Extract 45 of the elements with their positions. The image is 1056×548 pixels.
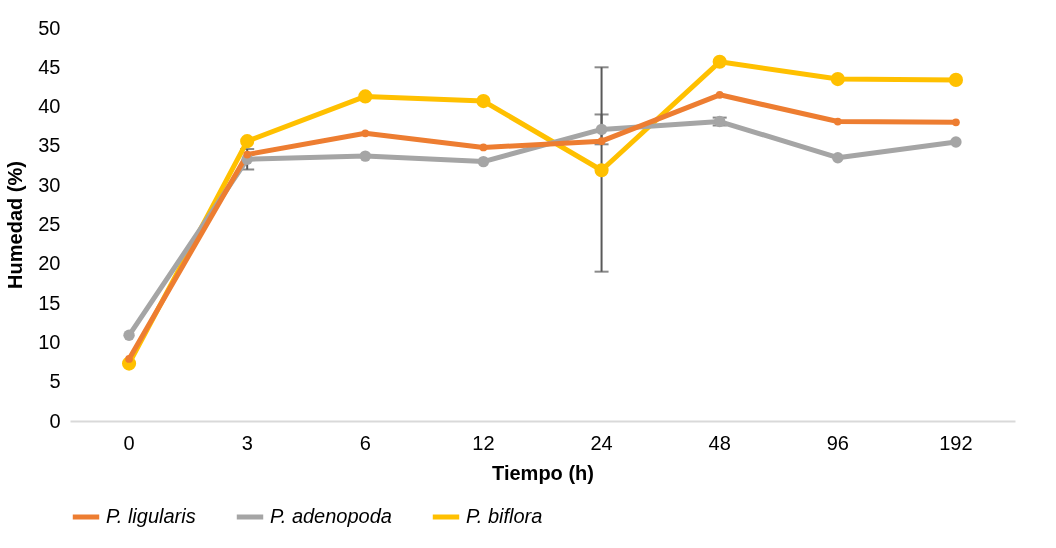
point: [359, 150, 372, 162]
point: [832, 152, 844, 164]
y-tick-label: 50: [38, 16, 61, 39]
point: [950, 136, 962, 148]
y-tick-label: 45: [38, 55, 61, 78]
y-tick-label: 0: [49, 409, 61, 432]
point: [948, 72, 964, 87]
legend-label: P. biflora: [466, 505, 543, 527]
legend-label: P. ligularis: [106, 505, 196, 527]
point: [476, 94, 491, 109]
point: [597, 137, 606, 146]
x-tick-label: 96: [826, 431, 849, 454]
y-tick-label: 10: [38, 330, 61, 353]
x-tick-label: 48: [708, 431, 731, 454]
point: [358, 89, 373, 104]
x-tick-label: 3: [241, 431, 253, 454]
x-tick-label: 192: [939, 431, 973, 454]
point: [477, 155, 490, 168]
x-tick-label: 0: [123, 431, 135, 454]
y-tick-label: 5: [49, 370, 61, 393]
point: [712, 54, 727, 69]
y-tick-label: 25: [38, 213, 61, 235]
y-tick-label: 40: [38, 95, 61, 118]
point: [479, 143, 488, 152]
y-tick-label: 30: [38, 173, 61, 196]
point: [594, 163, 609, 178]
x-tick-label: 6: [359, 431, 371, 454]
y-tick-label: 20: [38, 252, 61, 275]
point: [243, 150, 252, 159]
point: [833, 117, 842, 126]
point: [123, 329, 135, 342]
point: [361, 129, 370, 138]
x-axis-title: Tiempo (h): [492, 461, 594, 484]
point: [595, 123, 608, 136]
point: [952, 118, 960, 127]
point: [125, 355, 133, 363]
x-tick-label: 24: [590, 431, 613, 454]
point: [715, 90, 724, 99]
x-tick-label: 12: [472, 431, 495, 454]
y-tick-label: 15: [38, 291, 61, 314]
y-tick-label: 35: [38, 134, 61, 157]
y-axis-title: Humedad (%): [4, 161, 27, 289]
point: [830, 72, 845, 87]
legend-label: P. adenopoda: [270, 505, 392, 527]
point: [240, 134, 255, 149]
